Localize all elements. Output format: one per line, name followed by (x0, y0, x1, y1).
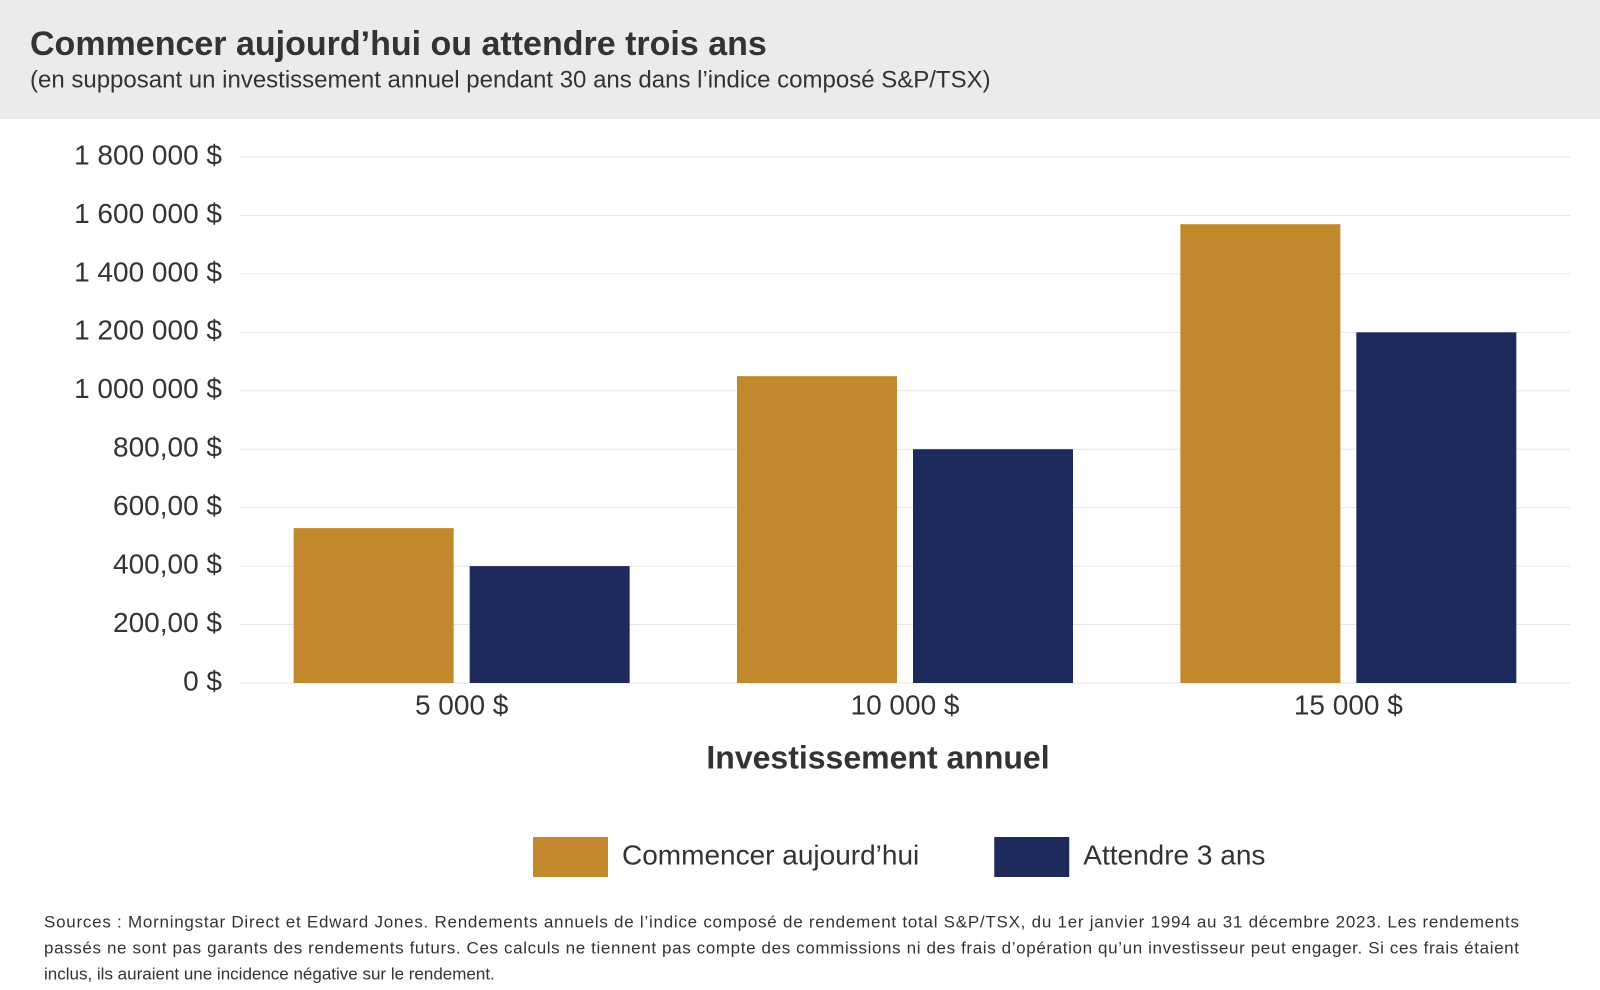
y-tick-label: 200,00 $ (113, 607, 222, 638)
y-tick-label: 400,00 $ (113, 549, 222, 580)
y-tick-label: 800,00 $ (113, 432, 222, 463)
x-tick-label: 15 000 $ (1294, 689, 1403, 720)
legend-swatch (533, 837, 608, 877)
legend-label: Attendre 3 ans (1083, 839, 1265, 870)
chart-title: Commencer aujourd’hui ou attendre trois … (30, 25, 767, 63)
footnote: passés ne sont pas garants des rendement… (44, 938, 1519, 957)
x-tick-label: 10 000 $ (851, 689, 960, 720)
y-tick-label: 1 600 000 $ (74, 198, 222, 229)
y-tick-label: 1 000 000 $ (74, 373, 222, 404)
y-tick-label: 1 200 000 $ (74, 315, 222, 346)
bar (1180, 224, 1341, 683)
x-tick-label: 5 000 $ (415, 689, 509, 720)
chart-subtitle: (en supposant un investissement annuel p… (30, 66, 991, 93)
footnote: Sources : Morningstar Direct et Edward J… (44, 912, 1519, 931)
x-axis-title: Investissement annuel (706, 739, 1049, 775)
bar (293, 528, 454, 683)
y-tick-label: 1 400 000 $ (74, 256, 222, 287)
bar (469, 566, 630, 683)
y-tick-label: 0 $ (183, 665, 222, 696)
bar (737, 376, 897, 683)
legend-label: Commencer aujourd’hui (622, 839, 919, 870)
legend-swatch (994, 837, 1070, 877)
header-band (0, 0, 1600, 119)
y-tick-label: 1 800 000 $ (74, 139, 222, 170)
footnote: inclus, ils auraient une incidence négat… (44, 964, 495, 983)
bar (1356, 332, 1517, 683)
y-tick-label: 600,00 $ (113, 490, 222, 521)
bar (913, 449, 1073, 683)
